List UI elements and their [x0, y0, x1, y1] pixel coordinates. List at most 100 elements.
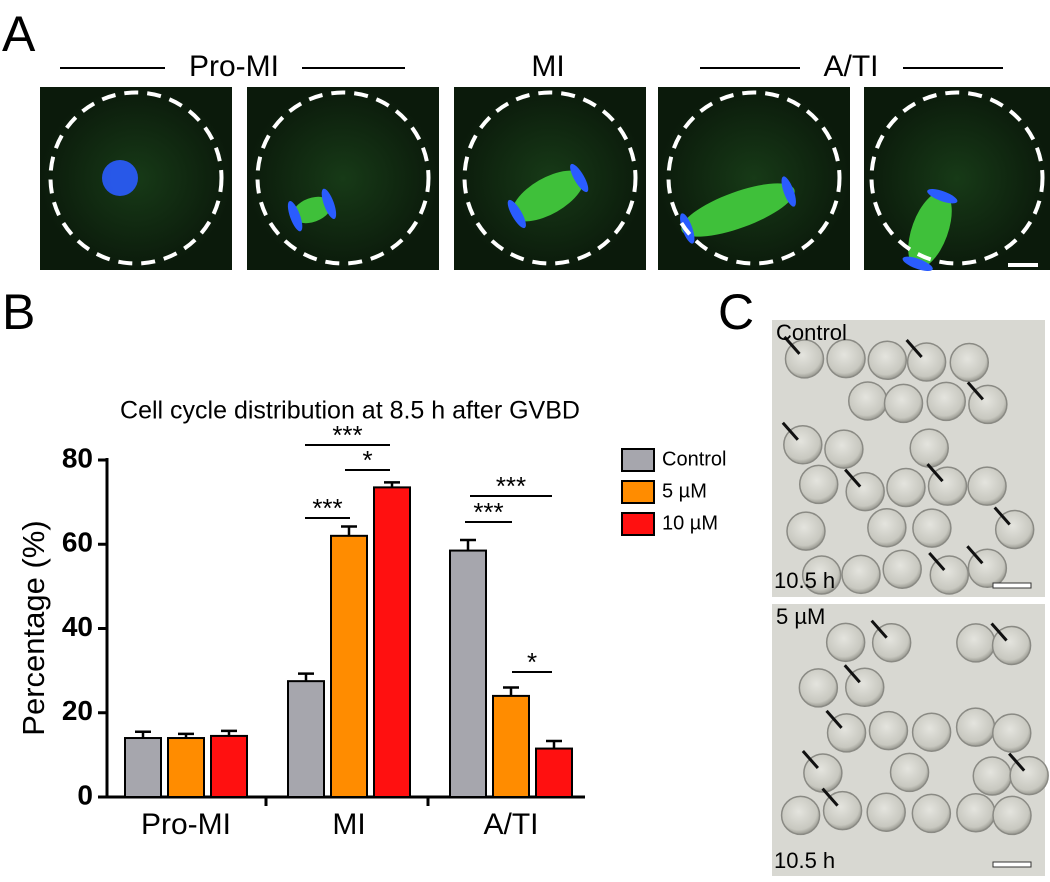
- oocyte: [909, 428, 949, 468]
- legend-swatch: [621, 512, 655, 536]
- oocyte: [992, 713, 1032, 753]
- cell-outline: [48, 90, 224, 266]
- significance-label: ***: [473, 497, 503, 527]
- spindle: [908, 191, 952, 269]
- spindle: [681, 183, 795, 237]
- arrow: [966, 545, 984, 565]
- y-tick-label: 20: [62, 695, 93, 726]
- legend-label: Control: [662, 448, 726, 470]
- significance-label: ***: [332, 420, 362, 450]
- oocyte: [826, 338, 866, 379]
- bar: [287, 680, 325, 798]
- oocyte: [949, 342, 990, 383]
- oocyte: [801, 555, 842, 595]
- oocyte: [780, 795, 821, 836]
- legend-swatch: [621, 480, 655, 504]
- oocyte: [825, 622, 866, 663]
- brightfield-images: [772, 320, 1049, 876]
- oocyte: [911, 793, 952, 834]
- arrow: [801, 750, 820, 770]
- oocyte: [956, 793, 996, 833]
- bar: [167, 737, 205, 799]
- bar: [330, 534, 368, 798]
- oocyte: [882, 549, 922, 589]
- x-tick-label: MI: [332, 808, 365, 841]
- cell-outline: [255, 90, 431, 266]
- error-bar: [298, 672, 314, 682]
- significance-label: *: [362, 445, 372, 475]
- oocyte: [889, 752, 930, 793]
- scale-bar: [992, 861, 1032, 868]
- bar: [492, 694, 530, 799]
- arrow: [783, 335, 801, 355]
- image-label: 10.5 h: [774, 568, 835, 593]
- spindle: [292, 196, 332, 224]
- oocyte: [926, 381, 966, 422]
- arrow: [781, 421, 799, 441]
- error-bar: [135, 730, 151, 739]
- error-bar: [503, 686, 519, 696]
- micrographs: [40, 87, 1050, 272]
- error-bar: [546, 739, 562, 749]
- scale-bar: [992, 582, 1032, 589]
- oocyte: [955, 707, 996, 747]
- error-bar: [221, 729, 237, 736]
- oocyte: [848, 381, 888, 421]
- bar: [124, 737, 162, 799]
- significance-label: ***: [312, 493, 342, 523]
- arrow: [966, 381, 984, 401]
- error-bar: [178, 732, 194, 739]
- group-label: A/TI: [823, 50, 878, 83]
- micrograph: [864, 87, 1050, 270]
- chromosomes: [102, 160, 138, 196]
- panel-label: B: [2, 284, 35, 340]
- arrow: [926, 463, 944, 483]
- oocyte: [824, 429, 864, 469]
- group-label: MI: [531, 50, 564, 83]
- oocyte: [868, 710, 909, 751]
- oocyte: [883, 383, 924, 424]
- cell-outline: [462, 90, 638, 266]
- micrograph: [247, 87, 439, 270]
- group-label: Pro-MI: [189, 50, 279, 83]
- arrow: [1008, 752, 1026, 772]
- oocyte: [866, 792, 906, 832]
- image-label: 5 µM: [776, 604, 825, 629]
- arrow: [843, 664, 861, 684]
- arrow: [825, 709, 843, 729]
- oocyte: [867, 507, 907, 548]
- bar: [373, 486, 411, 798]
- cell-outline: [666, 90, 842, 266]
- y-axis-label: Percentage (%): [16, 520, 51, 735]
- oocyte: [867, 340, 908, 381]
- oocyte: [798, 464, 839, 505]
- oocyte: [912, 508, 952, 548]
- micrograph: [658, 87, 850, 270]
- x-tick-label: Pro-MI: [141, 808, 231, 841]
- arrow: [990, 622, 1008, 642]
- y-tick-label: 40: [62, 611, 93, 642]
- oocyte: [992, 795, 1032, 836]
- oocyte: [956, 623, 996, 663]
- oocyte: [798, 668, 839, 708]
- bar: [535, 747, 573, 799]
- significance-label: ***: [496, 471, 526, 501]
- legend-label: 10 µM: [662, 512, 718, 534]
- oocyte: [786, 511, 826, 551]
- x-tick-label: A/TI: [483, 808, 538, 841]
- chromosomes: [781, 176, 796, 207]
- image-label: 10.5 h: [774, 848, 835, 873]
- error-bar: [341, 525, 357, 536]
- arrow: [844, 468, 862, 488]
- oocyte: [967, 466, 1007, 506]
- chromosomes: [570, 163, 589, 193]
- chromosomes: [287, 201, 303, 232]
- arrow: [928, 551, 946, 571]
- scale-bar: [1008, 263, 1038, 267]
- legend-label: 5 µM: [662, 480, 707, 502]
- chromosomes: [927, 188, 958, 204]
- bar: [449, 549, 487, 798]
- bar: [210, 734, 248, 799]
